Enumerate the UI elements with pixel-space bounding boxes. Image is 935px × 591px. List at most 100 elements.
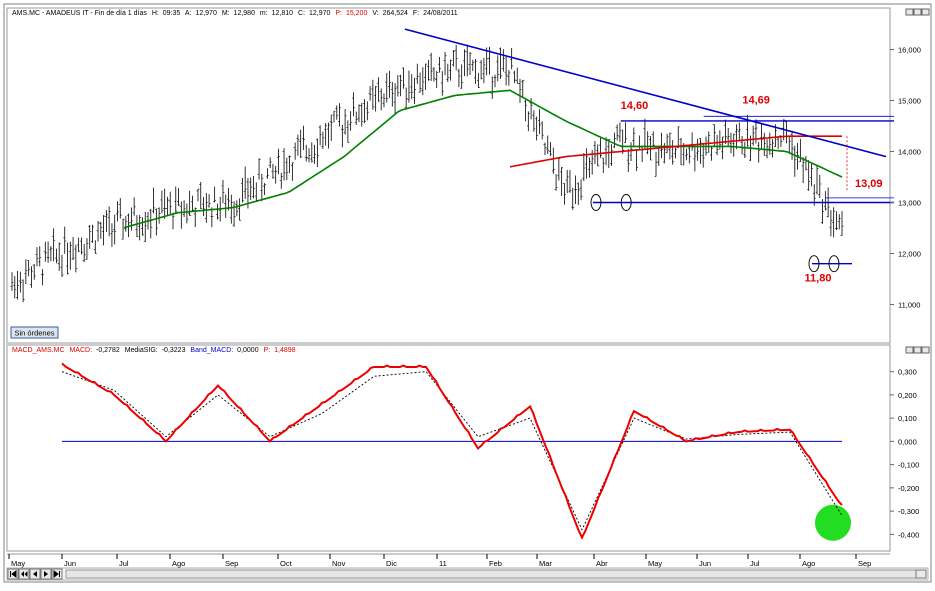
nav-first-button[interactable] <box>7 568 19 580</box>
macd-y-tick-label: -0,400 <box>898 530 919 539</box>
header-f-value: 24/08/2011 <box>423 10 458 17</box>
header-m2-label: m: <box>260 10 268 17</box>
x-tick-label: Dic <box>386 559 397 568</box>
nav-next-button[interactable] <box>40 568 52 580</box>
x-tick-label: Jul <box>119 559 129 568</box>
header-v-label: V: <box>372 10 378 17</box>
first-icon <box>10 570 17 578</box>
header-c-value: 12,970 <box>309 10 331 17</box>
horizontal-scrollbar[interactable] <box>65 569 917 579</box>
x-tick-label: Mar <box>539 559 552 568</box>
price-y-tick-label: 14,000 <box>898 148 921 157</box>
macd-header-macd-label: MACD: <box>69 347 92 354</box>
price-plot-area <box>6 7 891 344</box>
header-f-label: F: <box>413 10 419 17</box>
macd-y-tick-label: 0,200 <box>898 391 917 400</box>
x-tick-label: Feb <box>489 559 502 568</box>
nav-last-button[interactable] <box>51 568 63 580</box>
macd-header: MACD_AMS.MC MACD: -0,2782 MediaSIG: -0,3… <box>12 347 296 354</box>
price-y-axis: 16,000 15,000 14,000 13,000 12,000 11,000 <box>890 46 921 310</box>
header-a-value: 12,970 <box>195 10 217 17</box>
x-tick-label: Sep <box>858 559 871 568</box>
header-c-label: C: <box>298 10 305 17</box>
x-tick-label: 11 <box>439 559 447 568</box>
macd-header-band-label: Band_MACD: <box>190 347 233 354</box>
orders-button-label: Sin órdenes <box>14 329 54 338</box>
macd-panel-window-buttons[interactable] <box>905 346 930 354</box>
price-annotation: 11,80 <box>805 273 832 285</box>
macd-y-tick-label: 0,100 <box>898 414 917 423</box>
minimize-button[interactable] <box>905 8 914 16</box>
price-panel-window-buttons[interactable] <box>905 8 930 16</box>
macd-line <box>61 362 843 540</box>
macd-lines <box>61 362 851 541</box>
macd-minimize-button[interactable] <box>905 346 914 354</box>
moving-average-short <box>123 89 843 229</box>
macd-header-name: MACD_AMS.MC <box>12 347 65 354</box>
pivot-circle <box>590 194 602 211</box>
price-annotation: 13,09 <box>855 178 883 190</box>
header-v-value: 264,524 <box>383 10 408 17</box>
header-p-value: 15,200 <box>346 10 368 17</box>
macd-header-sig-label: MediaSIG: <box>125 347 158 354</box>
nav-prev-page-button[interactable] <box>18 568 30 580</box>
x-tick-label: Sep <box>225 559 238 568</box>
header-m-label: M: <box>222 10 230 17</box>
price-y-tick-label: 11,000 <box>898 301 920 310</box>
macd-plot-area <box>6 344 891 552</box>
maximize-button[interactable] <box>913 8 922 16</box>
macd-y-tick-label: 0,300 <box>898 368 917 377</box>
header-a-label: A: <box>185 10 192 17</box>
pivot-circle <box>828 255 840 273</box>
macd-maximize-button[interactable] <box>913 346 922 354</box>
macd-header-sig-value: -0,3223 <box>162 347 186 354</box>
next-icon <box>44 571 48 577</box>
header-h-value: 09:35 <box>163 10 181 17</box>
macd-y-tick-label: 0,000 <box>898 437 917 446</box>
macd-y-tick-label: -0,300 <box>898 507 919 516</box>
moving-average-long <box>509 135 842 168</box>
price-y-tick-label: 13,000 <box>898 199 921 208</box>
header-h-label: H: <box>152 10 159 17</box>
macd-panel: MACD_AMS.MC MACD: -0,2782 MediaSIG: -0,3… <box>6 344 930 552</box>
price-header: AMS.MC - AMADEUS IT - Fin de día 1 días … <box>12 10 458 17</box>
price-panel: AMS.MC - AMADEUS IT - Fin de día 1 días … <box>6 7 930 344</box>
descending-trendline <box>404 28 887 158</box>
prev-icon <box>33 571 37 577</box>
macd-y-tick-label: -0,200 <box>898 484 919 493</box>
close-button[interactable] <box>921 8 930 16</box>
nav-prev-button[interactable] <box>29 568 41 580</box>
macd-header-band-value: 0,0000 <box>237 347 259 354</box>
header-m2-value: 12,810 <box>272 10 294 17</box>
x-tick-label: May <box>648 559 662 568</box>
macd-header-p-value: 1,4898 <box>274 347 296 354</box>
pivot-circle <box>808 255 820 273</box>
x-tick-label: Nov <box>332 559 346 568</box>
x-tick-label: Ago <box>802 559 815 568</box>
x-tick-label: Jun <box>64 559 76 568</box>
header-p-label: P: <box>335 10 342 17</box>
price-header-symbol: AMS.MC - AMADEUS IT - Fin de día 1 días <box>12 10 147 17</box>
macd-signal-line <box>61 371 843 531</box>
x-tick-label: Ago <box>172 559 185 568</box>
scroll-right-button[interactable] <box>915 569 927 579</box>
price-y-tick-label: 15,000 <box>898 97 921 106</box>
navigation-bar <box>6 567 929 581</box>
macd-header-p-label: P: <box>264 347 271 354</box>
price-annotation: 14,60 <box>621 100 649 112</box>
orders-button[interactable]: Sin órdenes <box>10 326 59 339</box>
pivot-circle <box>620 194 632 211</box>
x-tick-label: Abr <box>596 559 608 568</box>
x-tick-label: Jun <box>699 559 711 568</box>
price-y-tick-label: 16,000 <box>898 46 921 55</box>
rewind-icon <box>21 571 28 577</box>
x-axis: May Jun Jul Ago Sep Oct Nov Dic 11 Feb Mar Abr May Ju… <box>7 553 890 568</box>
x-tick-label: May <box>11 559 25 568</box>
x-tick-label: Oct <box>280 559 293 568</box>
orders-button-frame[interactable] <box>10 326 59 339</box>
macd-y-axis: 0,300 0,200 0,100 0,000 -0,100 -0,200 -0,300 -0… <box>890 368 919 539</box>
price-overlays: 14,60 14,69 13,09 11,80 <box>123 28 894 285</box>
price-annotation: 14,69 <box>742 95 770 107</box>
macd-close-button[interactable] <box>921 346 930 354</box>
